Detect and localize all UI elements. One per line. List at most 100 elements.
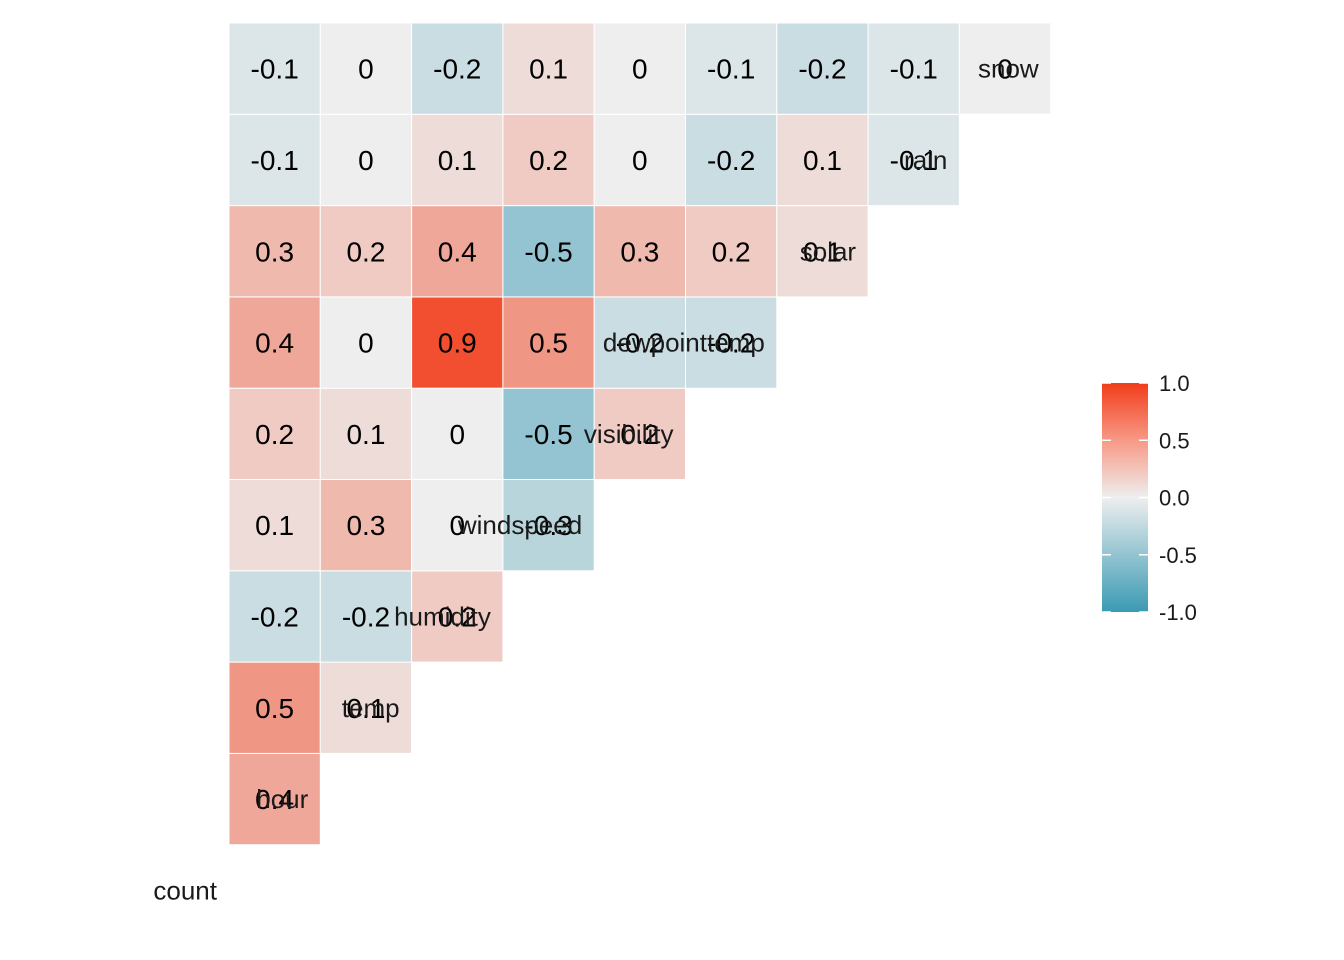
cell-value-label: 0.4 [255,784,294,815]
cell-value-label: -0.2 [616,328,664,359]
cell-value-label: 0.2 [346,236,385,267]
variable-labels: count hour temp humidity windspeed visibility… [153,54,1039,906]
heatmap-cell-rain-count [228,113,321,207]
cell-value-label: 0 [449,419,465,450]
cell-value-label: 0.3 [255,236,294,267]
cell-value-label: 0 [358,328,374,359]
heatmap-cell-labels: 0.4 0.5 0.1 -0.2 -0.2 0.2 0.1 0.3 0 -0.3 0.2 0.1 0 -0… [251,54,1013,815]
cell-value-label: 0.2 [620,419,659,450]
heatmap-cell-dewpointtemp-temp [411,296,504,389]
cell-value-label: -0.1 [890,54,938,85]
cell-value-label: -0.5 [524,236,572,267]
heatmap-cell-snow-visibility [685,22,778,115]
cell-value-label: 0.1 [803,145,842,176]
cell-value-label: 0 [449,510,465,541]
cell-value-label: -0.5 [524,419,572,450]
cell-value-label: -0.2 [251,601,299,632]
heatmap-cell-windspeed-temp [411,479,504,572]
cell-value-label: 0.2 [712,236,751,267]
heatmap-cell-solar-hour [319,205,413,298]
heatmap-cell-temp-count [228,661,321,754]
cell-value-label: 0.1 [255,510,294,541]
heatmap-cell-rain-dewpointtemp [776,113,869,207]
heatmap-cell-humidity-hour [319,570,413,663]
cell-value-label: -0.1 [251,145,299,176]
heatmap-cell-dewpointtemp-hour [319,296,413,389]
cell-value-label: -0.3 [524,510,572,541]
heatmap-cell-hour-count [228,752,321,846]
heatmap-cell-visibility-temp [411,387,504,481]
heatmap-cell-dewpointtemp-windspeed [593,296,687,389]
heatmap-cell-rain-solar [867,113,960,207]
cell-value-label: 0.4 [438,236,477,267]
cell-value-label: 0.1 [803,236,842,267]
heatmap-cell-windspeed-count [228,479,321,572]
cell-value-label: -0.2 [707,328,755,359]
legend-ticks: 1.0 0.5 0.0 -0.5 -1.0 [1102,371,1197,625]
heatmap-cell-snow-hour [319,22,413,115]
cell-value-label: 0.1 [438,145,477,176]
cell-value-label: 0.9 [438,328,477,359]
variable-label-solar: solar [800,236,857,266]
cell-value-label: 0.5 [255,693,294,724]
heatmap-cell-dewpointtemp-visibility [685,296,778,389]
variable-label-rain: rain [904,145,947,175]
heatmap-cell-visibility-hour [319,387,413,481]
variable-label-snow: snow [978,54,1039,84]
cell-value-label: 0.1 [529,54,568,85]
legend-tick-label: 0.5 [1159,428,1190,453]
cell-value-label: 0.3 [346,510,385,541]
variable-label-windspeed: windspeed [457,510,582,540]
cell-value-label: 0 [997,54,1013,85]
cell-value-label: -0.2 [433,54,481,85]
heatmap-cell-windspeed-hour [319,479,413,572]
legend-tick-label: -0.5 [1159,543,1197,568]
cell-value-label: -0.1 [251,54,299,85]
variable-label-temp: temp [342,693,400,723]
cell-value-label: 0 [358,145,374,176]
cell-value-label: -0.2 [707,145,755,176]
heatmap-cell-dewpointtemp-count [228,296,321,389]
cell-value-label: 0.1 [346,419,385,450]
heatmap-cell-visibility-windspeed [593,387,687,481]
variable-label-humidity: humidity [394,601,491,631]
cell-value-label: -0.2 [342,601,390,632]
heatmap-cell-snow-windspeed [593,22,687,115]
heatmap-cell-humidity-temp [411,570,504,663]
heatmap-cells [228,22,1052,846]
heatmap-cell-snow-dewpointtemp [776,22,869,115]
cell-value-label: -0.1 [890,145,938,176]
cell-value-label: 0.2 [529,145,568,176]
legend-tick-label: 1.0 [1159,371,1190,396]
heatmap-cell-solar-visibility [685,205,778,298]
cell-value-label: 0 [358,54,374,85]
cell-value-label: 0.3 [620,236,659,267]
heatmap-cell-solar-dewpointtemp [776,205,869,298]
heatmap-cell-dewpointtemp-humidity [502,296,595,389]
cell-value-label: 0 [632,54,648,85]
variable-label-count: count [153,875,217,905]
heatmap-cell-humidity-count [228,570,321,663]
cell-value-label: 0.4 [255,328,294,359]
heatmap-cell-snow-temp [411,22,504,115]
heatmap-cell-windspeed-humidity [502,479,595,572]
heatmap-cell-snow-rain [958,22,1052,115]
cell-value-label: 0.1 [346,693,385,724]
cell-value-label: -0.1 [707,54,755,85]
cell-value-label: 0 [632,145,648,176]
variable-label-visibility: visibility [584,419,674,449]
variable-label-hour: hour [256,784,308,814]
cell-value-label: -0.2 [798,54,846,85]
heatmap-cell-rain-visibility [685,113,778,207]
cell-value-label: 0.2 [438,601,477,632]
color-legend: 1.0 0.5 0.0 -0.5 -1.0 [1102,371,1197,625]
variable-label-dewpointtemp: dewpointtemp [603,328,765,358]
legend-tick-label: 0.0 [1159,486,1190,511]
cell-value-label: 0.5 [529,328,568,359]
heatmap-cell-snow-humidity [502,22,595,115]
heatmap-cell-solar-humidity [502,205,595,298]
heatmap-cell-snow-count [228,22,321,115]
cell-value-label: 0.2 [255,419,294,450]
legend-tick-label: -1.0 [1159,600,1197,625]
